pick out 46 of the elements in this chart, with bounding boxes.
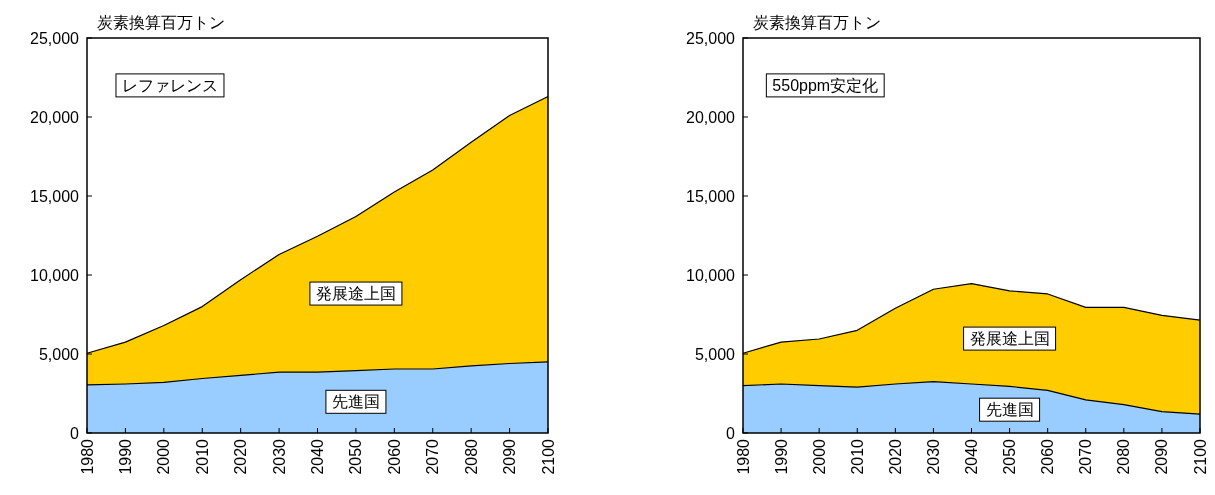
y-tick-label: 25,000 — [30, 29, 80, 47]
x-tick-label: 2000 — [155, 438, 173, 475]
x-tick-label: 1980 — [78, 438, 96, 475]
x-tick-label: 2100 — [1191, 438, 1209, 475]
x-tick-label: 2040 — [309, 438, 326, 475]
y-axis-title: 炭素換算百万トン — [97, 14, 225, 31]
y-tick-label: 0 — [70, 424, 80, 442]
series-label: 発展途上国 — [969, 330, 1050, 348]
series-label: 先進国 — [331, 393, 380, 411]
text: 550ppm安定化 — [772, 76, 879, 94]
text: レファレンス — [121, 76, 218, 94]
x-tick-label: 2030 — [924, 438, 942, 475]
x-tick-label: 2080 — [462, 438, 480, 475]
x-tick-label: 1990 — [772, 438, 790, 475]
x-tick-label: 2070 — [424, 438, 442, 475]
x-tick-label: 2070 — [1077, 438, 1095, 475]
y-tick-label: 15,000 — [30, 187, 80, 205]
y-tick-label: 0 — [726, 424, 736, 442]
x-tick-label: 2030 — [270, 438, 288, 475]
x-tick-label: 1990 — [116, 438, 134, 475]
x-tick-label: 2060 — [1039, 438, 1057, 475]
x-tick-label: 1980 — [734, 438, 752, 475]
y-tick-label: 20,000 — [686, 108, 736, 126]
x-tick-label: 2050 — [347, 438, 365, 475]
x-tick-label: 2010 — [193, 438, 211, 475]
x-tick-label: 2090 — [1153, 438, 1171, 475]
x-tick-label: 2050 — [1001, 438, 1019, 475]
y-tick-label: 10,000 — [30, 266, 80, 284]
x-tick-label: 2060 — [385, 438, 403, 475]
y-tick-label: 5,000 — [38, 345, 80, 363]
x-tick-label: 2020 — [232, 438, 250, 475]
x-tick-label: 2010 — [848, 438, 866, 475]
y-tick-label: 20,000 — [30, 108, 80, 126]
x-tick-label: 2090 — [501, 438, 519, 475]
x-tick-label: 2000 — [810, 438, 828, 475]
x-tick-label: 2080 — [1115, 438, 1133, 475]
y-tick-label: 25,000 — [686, 29, 736, 47]
y-tick-label: 5,000 — [694, 345, 736, 363]
series-label: 先進国 — [985, 401, 1034, 419]
series-label: 発展途上国 — [315, 285, 396, 303]
y-tick-label: 10,000 — [686, 266, 736, 284]
x-tick-label: 2100 — [539, 438, 557, 475]
x-tick-label: 2040 — [963, 438, 980, 475]
y-axis-title: 炭素換算百万トン — [753, 14, 881, 31]
x-tick-label: 2020 — [886, 438, 904, 475]
y-tick-label: 15,000 — [686, 187, 736, 205]
